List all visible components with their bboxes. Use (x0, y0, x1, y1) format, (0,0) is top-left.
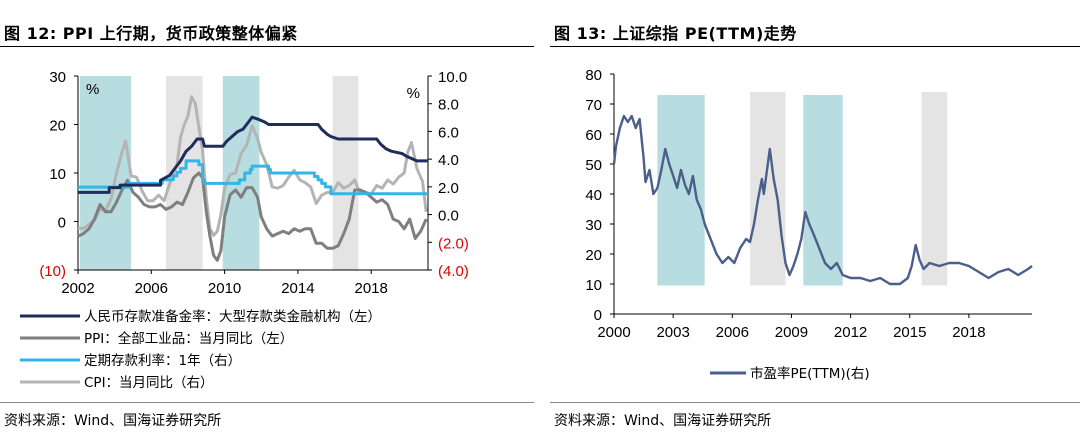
x-tick-label: 2014 (281, 280, 314, 297)
x-tick-label: 2009 (775, 324, 808, 341)
left-tick-label: 20 (49, 118, 66, 135)
figure-13-panel: 图 13: 上证综指 PE(TTM)走势 0 10 20 30 40 50 60 70 80 20… (550, 0, 1080, 440)
x-tick-label: 2018 (952, 324, 985, 341)
title-rule (550, 46, 1080, 47)
left-tick-label: 30 (49, 69, 66, 86)
figure-13-source: 资料来源：Wind、国海证券研究所 (554, 413, 772, 429)
series-line-3 (78, 159, 428, 196)
y-tick-label: 70 (585, 97, 602, 114)
right-tick-label: 2.0 (438, 180, 459, 197)
x-tick-label: 2012 (834, 324, 867, 341)
figure-12-source: 资料来源：Wind、国海证券研究所 (4, 413, 222, 429)
shaded-period-4 (332, 76, 359, 270)
shaded-period-1 (79, 76, 132, 270)
shaded-period-3 (803, 95, 843, 286)
left-tick-label: 10 (49, 166, 66, 183)
series-line-1 (78, 115, 428, 194)
x-tick-label: 2010 (208, 280, 241, 297)
legend-label: 市盈率PE(TTM)(右) (750, 365, 870, 382)
shaded-period-2 (750, 92, 786, 286)
y-tick-label: 0 (594, 307, 602, 324)
figure-12-title: 图 12: PPI 上行期，货币政策整体偏紧 (4, 24, 298, 43)
y-tick-label: 50 (585, 157, 602, 174)
shaded-period-3 (222, 76, 260, 270)
x-tick-label: 2018 (355, 280, 388, 297)
x-tick-label: 2015 (893, 324, 926, 341)
x-tick-label: 2006 (716, 324, 749, 341)
right-unit-label: % (407, 85, 420, 102)
right-tick-label: 6.0 (438, 124, 459, 141)
left-tick-label: (10) (39, 263, 66, 280)
source-rule (550, 402, 1080, 403)
shaded-period-4 (921, 92, 948, 286)
title-rule (0, 46, 534, 47)
y-tick-label: 80 (585, 67, 602, 84)
right-tick-label: 8.0 (438, 97, 459, 114)
right-tick-label: 0.0 (438, 208, 459, 225)
left-unit-label: % (86, 81, 99, 98)
y-tick-label: 30 (585, 217, 602, 234)
legend-label-4: CPI：当月同比（右） (84, 375, 214, 391)
y-tick-label: 10 (585, 277, 602, 294)
figure-13-title: 图 13: 上证综指 PE(TTM)走势 (554, 24, 797, 43)
legend-label-1: 人民币存款准备金率：大型存款类金融机构（左） (84, 308, 381, 325)
x-tick-label: 2003 (656, 324, 689, 341)
y-tick-label: 20 (585, 247, 602, 264)
y-tick-label: 40 (585, 187, 602, 204)
legend-label-3: 定期存款利率：1年（右） (84, 352, 241, 369)
x-tick-label: 2000 (597, 324, 630, 341)
source-rule (0, 402, 534, 403)
figure-12-panel: 图 12: PPI 上行期，货币政策整体偏紧 (10) 0 10 20 30 (4.0)(… (0, 0, 534, 440)
left-tick-label: 0 (58, 215, 66, 232)
right-tick-label: (2.0) (438, 235, 469, 252)
right-tick-label: 10.0 (438, 69, 467, 86)
y-tick-label: 60 (585, 127, 602, 144)
pe-ttm-line (612, 114, 1033, 286)
x-tick-label: 2002 (61, 280, 94, 297)
pe-ttm-chart: 0 10 20 30 40 50 60 70 80 2000 2003 2006 2009 2012 201… (585, 67, 1033, 382)
ppi-policy-chart: (10) 0 10 20 30 (4.0) (2.0) 0.0 2.0 4.0 6.0 8.0 10.0… (20, 69, 469, 391)
right-tick-label: (4.0) (438, 263, 469, 280)
shaded-period-1 (657, 95, 705, 286)
legend-label-2: PPI：全部工业品：当月同比（左） (84, 330, 293, 347)
x-tick-label: 2006 (135, 280, 168, 297)
right-tick-label: 4.0 (438, 152, 459, 169)
